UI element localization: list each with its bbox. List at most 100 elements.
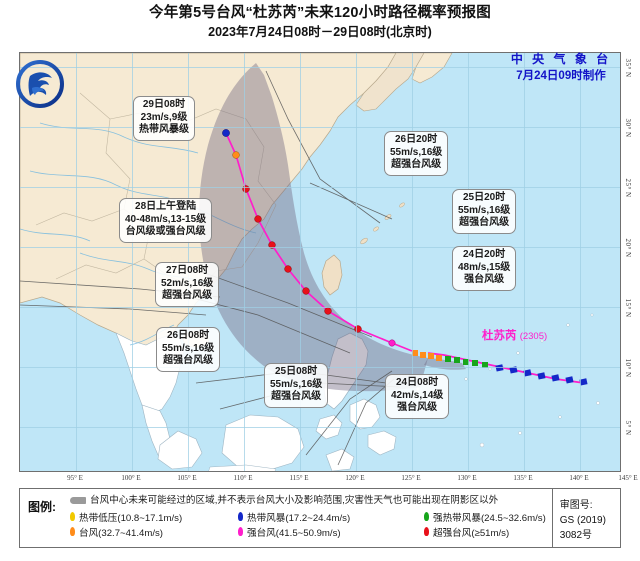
gridline-lon: [412, 53, 413, 471]
gridline-lon: [76, 53, 77, 471]
gridline-lat: [20, 187, 620, 188]
storm-name-label: 杜苏芮 (2305): [482, 327, 547, 343]
title-block: 今年第5号台风“杜苏芮”未来120小时路径概率预报图 2023年7月24日08时…: [0, 4, 640, 41]
label-time: 28日上午登陆: [135, 201, 197, 212]
review-label: 审图号:: [559, 500, 593, 511]
label-time: 26日20时: [395, 134, 438, 145]
forecast-label-25-20[interactable]: 25日20时 55m/s,16级 超强台风级: [452, 189, 517, 234]
review-number-box: 审图号: GS (2019) 3082号: [551, 489, 620, 547]
legend-item-severe-typhoon: 强台风(41.5~50.9m/s): [238, 524, 424, 539]
legend: 图例: 台风中心未来可能经过的区域,并不表示台风大小及影响范围,灾害性天气也可能…: [19, 488, 621, 548]
legend-item-label: 热带风暴(17.2~24.4m/s): [247, 512, 351, 524]
lat-tick: 10° N: [624, 358, 632, 378]
forecast-label-26-08[interactable]: 26日08时 55m/s,16级 超强台风级: [156, 327, 221, 372]
probability-cone: [199, 63, 428, 392]
storm-code-text: (2305): [519, 331, 548, 342]
label-time: 26日08时: [167, 330, 210, 341]
label-time: 25日20时: [463, 192, 506, 203]
category-dot-icon: [70, 527, 75, 536]
label-time: 29日08时: [142, 99, 186, 110]
storm-name-text: 杜苏芮: [482, 330, 517, 342]
page-subtitle: 2023年7月24日08时－29日08时(北京时): [208, 25, 432, 39]
gridline-lon: [244, 53, 245, 471]
lat-tick: 5° N: [624, 420, 632, 436]
lat-tick: 30° N: [624, 118, 632, 138]
forecast-label-28-landfall[interactable]: 28日上午登陆 40-48m/s,13-15级 台风级或强台风级: [119, 198, 213, 243]
label-category: 超强台风级: [271, 391, 322, 402]
legend-item-label: 台风(32.7~41.4m/s): [79, 527, 163, 539]
label-intensity: 23m/s,9级: [140, 111, 188, 123]
gridline-lon: [356, 53, 357, 471]
cma-agency-name: 中 央 气 象 台: [510, 52, 612, 66]
forecast-label-29-08[interactable]: 29日08时 23m/s,9级 热带风暴级: [133, 96, 195, 141]
lon-tick: 125° E: [401, 474, 421, 482]
gridline-lat: [20, 307, 620, 308]
label-category: 强台风级: [464, 274, 505, 285]
cma-stamp: 中 央 气 象 台 7月24日09时制作: [505, 48, 617, 90]
legend-item-label: 强热带风暴(24.5~32.6m/s): [433, 512, 546, 524]
legend-item-typhoon: 台风(32.7~41.4m/s): [70, 524, 238, 539]
label-category: 强台风级: [397, 402, 438, 413]
label-intensity: 55m/s,16级: [458, 204, 511, 216]
lat-tick: 15° N: [624, 298, 632, 318]
forecast-label-25-08[interactable]: 25日08时 55m/s,16级 超强台风级: [264, 363, 329, 408]
gridline-lon: [524, 53, 525, 471]
lon-tick: 130° E: [457, 474, 477, 482]
forecast-label-24-20[interactable]: 24日20时 48m/s,15级 强台风级: [452, 246, 517, 291]
label-category: 超强台风级: [459, 217, 510, 228]
legend-item-label: 超强台风(≥51m/s): [433, 527, 510, 539]
legend-item-super-typhoon: 超强台风(≥51m/s): [424, 524, 546, 539]
category-dot-icon: [238, 527, 243, 536]
label-time: 25日08时: [275, 366, 318, 377]
label-category: 超强台风级: [162, 290, 213, 301]
category-dot-icon: [424, 512, 429, 521]
lon-tick: 110° E: [233, 474, 253, 482]
gridline-lon: [580, 53, 581, 471]
legend-item-severe-tropical-storm: 强热带风暴(24.5~32.6m/s): [424, 509, 546, 524]
label-category: 台风级或强台风级: [125, 226, 206, 237]
label-intensity: 55m/s,16级: [270, 378, 323, 390]
forecast-label-27-08[interactable]: 27日08时 52m/s,16级 超强台风级: [155, 262, 220, 307]
legend-item-label: 强台风(41.5~50.9m/s): [247, 527, 341, 539]
lat-tick: 25° N: [624, 178, 632, 198]
lon-tick: 100° E: [121, 474, 141, 482]
legend-category-grid: 热带低压(10.8~17.1m/s) 热带风暴(17.2~24.4m/s) 强热…: [70, 509, 546, 539]
label-intensity: 55m/s,16级: [162, 342, 215, 354]
gridline-lat: [20, 67, 620, 68]
forecast-label-26-20[interactable]: 26日20时 55m/s,16级 超强台风级: [384, 131, 449, 176]
cma-logo-icon: [14, 58, 66, 110]
label-intensity: 40-48m/s,13-15级: [125, 213, 207, 225]
cma-issue-time: 7月24日09时制作: [516, 70, 606, 82]
legend-item-tropical-storm: 热带风暴(17.2~24.4m/s): [238, 509, 424, 524]
lon-tick: 120° E: [345, 474, 365, 482]
legend-title: 图例:: [28, 500, 56, 514]
label-intensity: 52m/s,16级: [161, 277, 214, 289]
legend-body: 图例: 台风中心未来可能经过的区域,并不表示台风大小及影响范围,灾害性天气也可能…: [20, 489, 552, 547]
map-inner: [20, 53, 620, 471]
gridline-lon: [300, 53, 301, 471]
lat-tick: 20° N: [624, 238, 632, 258]
category-dot-icon: [424, 527, 429, 536]
page-title: 今年第5号台风“杜苏芮”未来120小时路径概率预报图: [149, 5, 491, 21]
label-intensity: 48m/s,15级: [458, 261, 511, 273]
category-dot-icon: [70, 512, 75, 521]
lon-tick: 140° E: [569, 474, 589, 482]
lon-tick: 105° E: [177, 474, 197, 482]
map-canvas[interactable]: [19, 52, 621, 472]
lon-tick: 115° E: [289, 474, 309, 482]
gridline-lat: [20, 247, 620, 248]
observed-track-points: [412, 350, 588, 386]
cone-swatch-icon: [70, 497, 86, 504]
label-intensity: 42m/s,14级: [391, 389, 444, 401]
legend-item-label: 热带低压(10.8~17.1m/s): [79, 512, 183, 524]
forecast-label-24-08[interactable]: 24日08时 42m/s,14级 强台风级: [385, 374, 450, 419]
lon-tick: 135° E: [513, 474, 533, 482]
gridline-lat: [20, 427, 620, 428]
label-time: 24日08时: [396, 377, 439, 388]
lon-tick: 95° E: [67, 474, 83, 482]
category-dot-icon: [238, 512, 243, 521]
legend-cone-note: 台风中心未来可能经过的区域,并不表示台风大小及影响范围,灾害性天气也可能出现在阴…: [70, 494, 546, 507]
lat-tick: 35° N: [624, 58, 632, 78]
legend-note-text: 台风中心未来可能经过的区域,并不表示台风大小及影响范围,灾害性天气也可能出现在阴…: [90, 495, 499, 506]
